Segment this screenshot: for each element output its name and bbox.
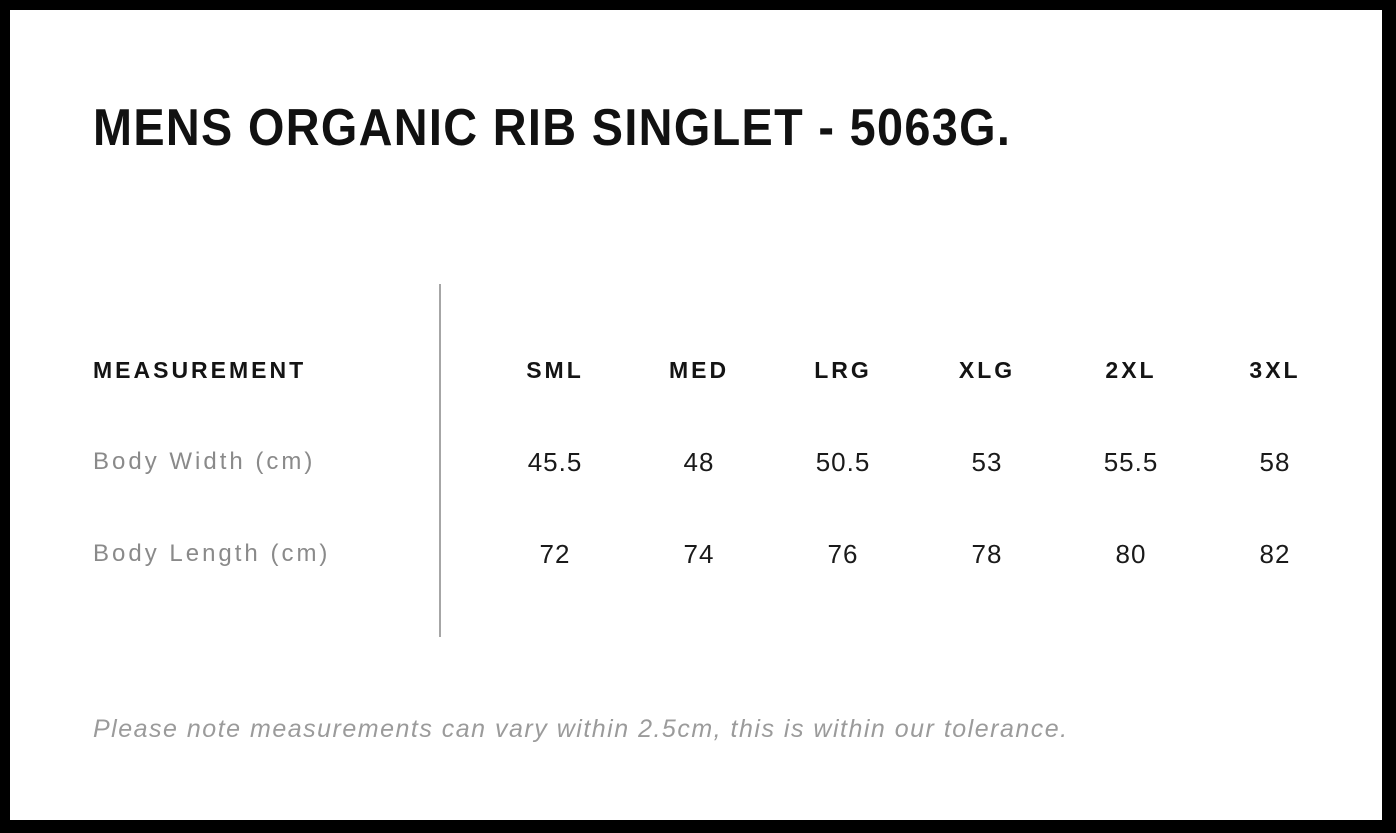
tolerance-note: Please note measurements can vary within… [93,715,1069,743]
column-header-3xl: 3XL [1249,356,1301,383]
body-length-med: 74 [683,538,715,569]
body-length-sml: 72 [539,538,571,569]
body-width-3xl: 58 [1259,446,1291,477]
size-table: MEASUREMENT SML MED LRG XLG 2XL 3XL Body… [93,324,1347,600]
body-length-3xl: 82 [1259,538,1291,569]
row-label-body-width: Body Width (cm) [93,448,316,475]
row-label-body-length: Body Length (cm) [93,540,331,567]
body-length-xlg: 78 [971,538,1003,569]
body-width-2xl: 55.5 [1103,446,1159,477]
column-header-2xl: 2XL [1105,356,1157,383]
body-width-med: 48 [683,446,715,477]
column-header-measurement: MEASUREMENT [93,356,307,383]
body-width-lrg: 50.5 [815,446,871,477]
column-header-lrg: LRG [814,356,872,383]
body-width-sml: 45.5 [527,446,583,477]
table-divider-line [439,284,441,637]
column-header-med: MED [668,356,730,383]
column-header-sml: SML [526,356,584,383]
body-length-2xl: 80 [1115,538,1147,569]
body-width-xlg: 53 [971,446,1003,477]
body-length-lrg: 76 [827,538,859,569]
product-title: MENS ORGANIC RIB SINGLET - 5063G. [93,99,1012,157]
column-header-xlg: XLG [958,356,1016,383]
